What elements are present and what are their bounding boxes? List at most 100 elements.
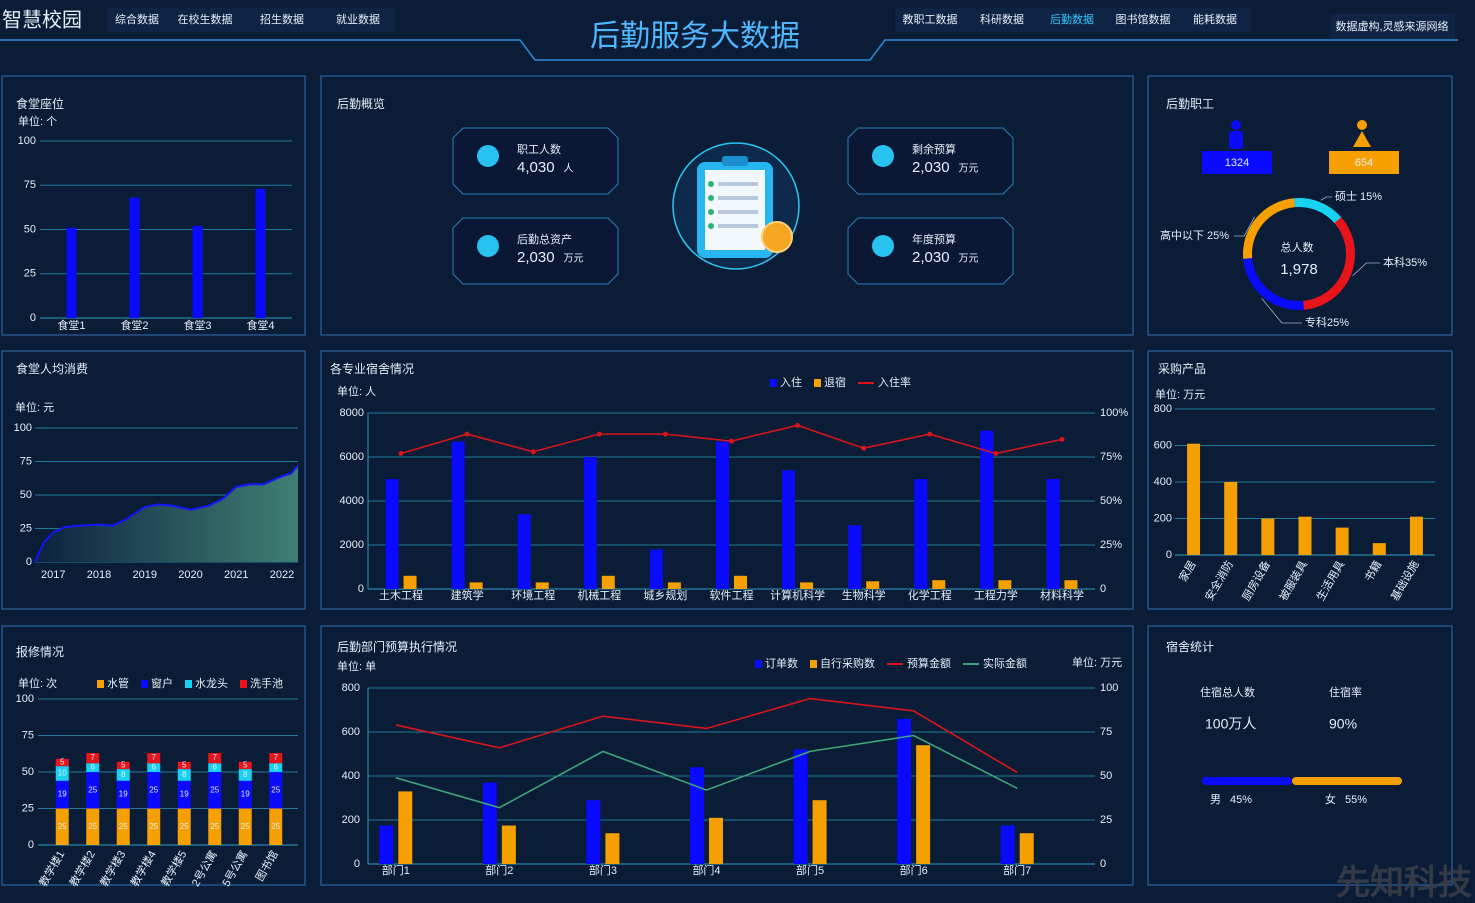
x-tick-label: 部门6 [900, 863, 928, 877]
pie-slice [1303, 217, 1355, 310]
line-point [464, 431, 470, 437]
y-tick-label: 0 [1166, 549, 1172, 561]
gender-bar [1202, 777, 1292, 785]
line-point [729, 438, 734, 444]
male-icon [1229, 120, 1243, 149]
panel-title: 后勤概览 [337, 96, 385, 111]
bar [86, 753, 100, 764]
bar [517, 514, 531, 589]
line-point [993, 450, 999, 456]
x-tick-label: 食堂2 [120, 318, 148, 332]
bar [86, 808, 100, 845]
bar [866, 581, 880, 589]
bar-value-label: 25 [149, 785, 158, 794]
nav-item[interactable]: 在校生数据 [178, 12, 233, 26]
legend-swatch [810, 660, 817, 668]
panel-title: 后勤职工 [1166, 97, 1214, 111]
pie-label: 高中以下 25% [1160, 228, 1229, 242]
bar [238, 780, 252, 809]
bar [238, 761, 252, 770]
bar [782, 470, 796, 589]
nav-item[interactable]: 后勤数据 [1050, 12, 1094, 26]
bar [848, 525, 862, 589]
stat-icon [477, 235, 499, 257]
nav-item[interactable]: 教职工数据 [903, 12, 958, 26]
unit-label: 单位: 次 [18, 676, 57, 690]
bar [932, 580, 946, 589]
bar [1261, 518, 1275, 555]
total-value: 1,978 [1280, 261, 1318, 278]
y-tick-label: 0 [1100, 583, 1106, 595]
y-tick-label: 2000 [340, 539, 364, 551]
y-tick-label: 25 [24, 268, 36, 280]
stat-icon [872, 235, 894, 257]
y-tick-label: 50 [24, 223, 36, 235]
x-tick-label: 食堂3 [183, 318, 211, 332]
legend-label: 水龙头 [195, 677, 228, 690]
y-tick-label: 75 [1100, 726, 1112, 738]
x-tick-label: 部门2 [485, 863, 513, 877]
y-tick-label: 25 [22, 802, 34, 814]
male-count: 1324 [1225, 157, 1249, 169]
bar-value-label: 5 [182, 761, 187, 770]
y-tick-label: 25 [1100, 814, 1112, 826]
bar [129, 197, 140, 318]
bar [980, 430, 994, 589]
panel-title: 宿舍统计 [1166, 639, 1214, 654]
y-tick-label: 0 [358, 583, 364, 595]
legend-swatch [770, 379, 777, 387]
line-point [398, 450, 404, 456]
gender-label: 女 [1325, 792, 1336, 806]
bar [1298, 516, 1312, 555]
bar [605, 833, 620, 864]
stat-unit: 万元 [959, 164, 979, 175]
bar-value-label: 25 [210, 822, 219, 831]
y-tick-label: 100 [1100, 682, 1118, 694]
legend-label: 水管 [107, 676, 129, 690]
x-tick-label: 化学工程 [908, 588, 952, 602]
bar [55, 766, 69, 781]
x-tick-label: 部门4 [692, 863, 720, 877]
y-tick-label: 0 [26, 556, 32, 568]
gender-value: 45% [1230, 794, 1252, 806]
bar [469, 582, 483, 589]
bar [649, 549, 663, 589]
nav-item[interactable]: 科研数据 [980, 12, 1024, 26]
y-tick-label: 50% [1100, 495, 1122, 507]
bar [667, 582, 681, 589]
page-title: 后勤服务大数据 [590, 20, 800, 53]
panel [1, 350, 306, 610]
y-tick-label: 800 [1154, 403, 1172, 415]
nav-item[interactable]: 图书馆数据 [1116, 12, 1171, 26]
stat-value: 4,030 [517, 159, 555, 176]
nav-item[interactable]: 能耗数据 [1193, 12, 1237, 26]
line-point [1059, 436, 1065, 442]
bar-value-label: 6 [91, 763, 96, 772]
bar [1019, 833, 1034, 864]
bar [269, 753, 283, 764]
line-point [861, 445, 867, 451]
bar [116, 780, 130, 809]
y-tick-label: 75 [20, 455, 32, 467]
stat-label: 职工人数 [517, 143, 561, 156]
bar [238, 808, 252, 845]
stat-unit: 万元 [959, 254, 979, 265]
bar [586, 800, 601, 864]
bar-value-label: 25 [271, 822, 280, 831]
nav-bg [895, 8, 1250, 32]
nav-item[interactable]: 招生数据 [260, 12, 304, 26]
stat-unit: 人 [564, 163, 574, 175]
bar [734, 575, 747, 589]
bar-value-label: 6 [213, 763, 218, 772]
stat-label: 年度预算 [912, 232, 956, 246]
bar [177, 769, 191, 781]
nav-item[interactable]: 就业数据 [336, 12, 380, 26]
nav-item[interactable]: 综合数据 [115, 12, 159, 26]
note-bg [1330, 14, 1455, 40]
bar-value-label: 25 [58, 822, 67, 831]
bar-value-label: 25 [210, 785, 219, 794]
line-point [662, 431, 668, 437]
gender-bar [1292, 777, 1402, 785]
legend-swatch [240, 680, 247, 688]
bar [208, 772, 222, 809]
